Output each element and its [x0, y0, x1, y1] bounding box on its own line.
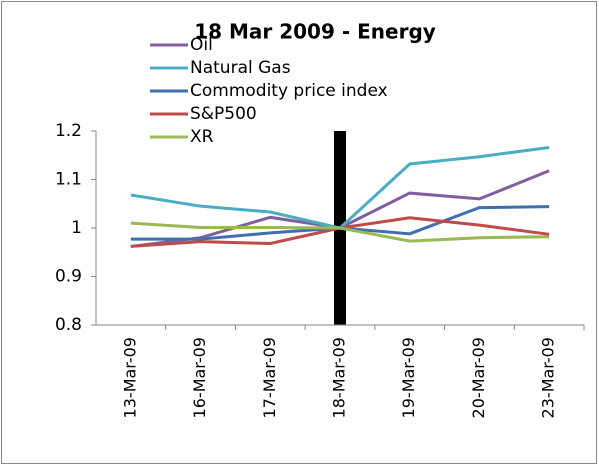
chart-title: 18 Mar 2009 - Energy	[194, 20, 436, 44]
legend-label: Commodity price index	[190, 81, 388, 101]
y-tick-label: 0.8	[55, 315, 82, 335]
y-tick-label: 0.9	[55, 267, 82, 287]
x-tick-label: 23-Mar-09	[539, 337, 558, 418]
x-tick-label: 20-Mar-09	[469, 337, 488, 418]
x-tick-label: 17-Mar-09	[260, 337, 279, 418]
legend-label: XR	[190, 127, 214, 147]
x-tick-label: 18-Mar-09	[330, 337, 349, 418]
legend-label: Natural Gas	[190, 58, 291, 78]
legend-label: Oil	[190, 35, 213, 55]
x-tick-label: 16-Mar-09	[190, 337, 209, 418]
x-tick-label: 13-Mar-09	[120, 337, 139, 418]
legend-label: S&P500	[190, 104, 257, 124]
y-tick-label: 1	[71, 218, 82, 238]
y-tick-label: 1.2	[55, 121, 82, 141]
x-tick-label: 19-Mar-09	[399, 337, 418, 418]
series-line	[130, 221, 550, 243]
y-tick-label: 1.1	[55, 170, 82, 190]
